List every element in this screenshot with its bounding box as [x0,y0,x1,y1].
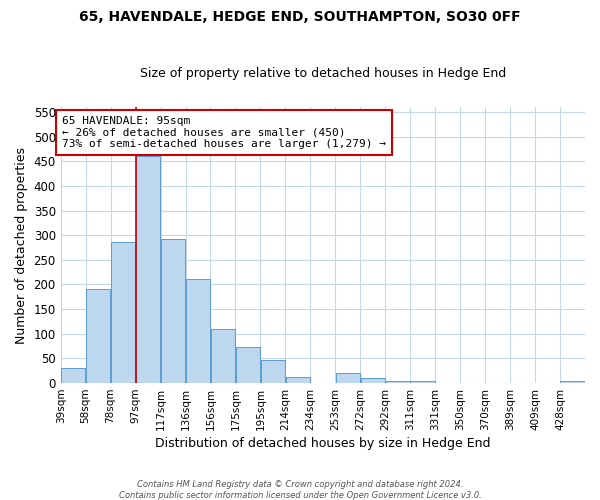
Text: 65 HAVENDALE: 95sqm
← 26% of detached houses are smaller (450)
73% of semi-detac: 65 HAVENDALE: 95sqm ← 26% of detached ho… [62,116,386,149]
Title: Size of property relative to detached houses in Hedge End: Size of property relative to detached ho… [140,66,506,80]
Bar [161,238,185,383]
Bar [211,329,235,383]
Text: 65, HAVENDALE, HEDGE END, SOUTHAMPTON, SO30 0FF: 65, HAVENDALE, HEDGE END, SOUTHAMPTON, S… [79,10,521,24]
Bar [61,368,85,383]
Bar [236,346,260,383]
Bar [335,373,360,383]
Bar [111,242,136,383]
Bar [186,278,210,383]
Bar [386,380,410,383]
Bar [86,290,110,383]
Bar [361,378,385,383]
Bar [136,156,160,383]
Bar [260,360,285,383]
Y-axis label: Number of detached properties: Number of detached properties [15,146,28,344]
Text: Contains HM Land Registry data © Crown copyright and database right 2024.
Contai: Contains HM Land Registry data © Crown c… [119,480,481,500]
Bar [560,380,585,383]
Bar [286,376,310,383]
Bar [410,380,435,383]
X-axis label: Distribution of detached houses by size in Hedge End: Distribution of detached houses by size … [155,437,491,450]
